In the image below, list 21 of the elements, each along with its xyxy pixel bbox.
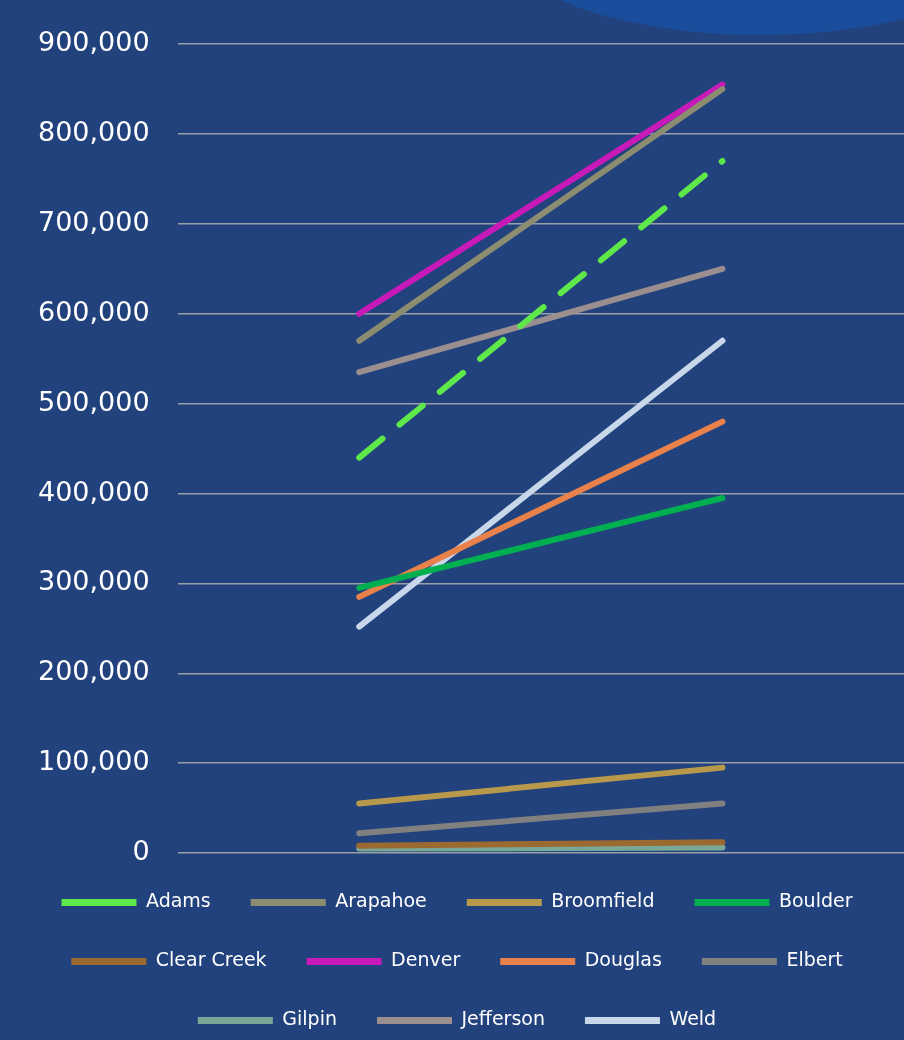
y-tick-label: 100,000 bbox=[38, 745, 150, 777]
y-tick-label: 300,000 bbox=[38, 565, 150, 597]
y-tick-label: 500,000 bbox=[38, 385, 150, 417]
legend-label: Adams bbox=[145, 889, 211, 912]
legend-label: Clear Creek bbox=[155, 948, 267, 971]
legend-label: Broomfield bbox=[551, 889, 655, 912]
y-tick-label: 900,000 bbox=[38, 26, 150, 58]
y-tick-label: 400,000 bbox=[38, 475, 150, 507]
legend-label: Boulder bbox=[778, 889, 853, 912]
legend-label: Weld bbox=[669, 1007, 717, 1030]
y-tick-label: 600,000 bbox=[38, 295, 150, 327]
legend-label: Jefferson bbox=[460, 1007, 545, 1030]
y-tick-label: 700,000 bbox=[38, 205, 150, 237]
legend-label: Gilpin bbox=[282, 1007, 338, 1030]
legend-label: Denver bbox=[391, 948, 461, 971]
y-tick-label: 800,000 bbox=[38, 116, 150, 148]
legend-label: Arapahoe bbox=[335, 889, 427, 912]
y-tick-label: 0 bbox=[132, 835, 150, 867]
legend-label: Elbert bbox=[786, 948, 843, 971]
legend-label: Douglas bbox=[584, 948, 662, 971]
y-tick-label: 200,000 bbox=[38, 655, 150, 687]
